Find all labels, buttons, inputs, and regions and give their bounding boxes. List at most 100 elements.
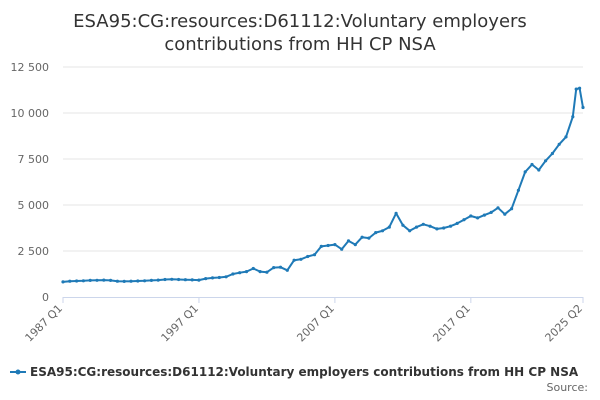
x-axis: 1987 Q1 1997 Q1 2007 Q1 2017 Q1 2025 Q2	[23, 297, 586, 345]
data-point[interactable]	[292, 258, 296, 262]
data-point[interactable]	[516, 188, 521, 192]
data-point[interactable]	[210, 276, 215, 280]
legend-label: ESA95:CG:resources:D61112:Voluntary empl…	[30, 365, 579, 379]
data-point[interactable]	[346, 239, 351, 243]
data-point[interactable]	[340, 247, 344, 251]
data-point[interactable]	[523, 170, 527, 174]
data-point[interactable]	[183, 278, 187, 282]
chart-title: ESA95:CG:resources:D61112:Voluntary empl…	[73, 11, 527, 55]
legend[interactable]: ESA95:CG:resources:D61112:Voluntary empl…	[10, 365, 579, 379]
data-point[interactable]	[510, 207, 514, 211]
data-point[interactable]	[530, 162, 534, 167]
chart-title-line-2: contributions from HH CP NSA	[164, 34, 436, 55]
data-point[interactable]	[489, 210, 493, 214]
data-point[interactable]	[190, 278, 194, 282]
data-point[interactable]	[574, 87, 578, 91]
data-point[interactable]	[537, 168, 541, 172]
data-point[interactable]	[136, 279, 140, 283]
data-point[interactable]	[149, 278, 153, 282]
data-point[interactable]	[319, 244, 323, 248]
data-point[interactable]	[224, 275, 228, 279]
data-point[interactable]	[95, 278, 99, 282]
data-point[interactable]	[469, 214, 473, 218]
data-point[interactable]	[258, 270, 262, 274]
data-point[interactable]	[156, 278, 160, 282]
data-point[interactable]	[387, 225, 391, 229]
data-point[interactable]	[68, 279, 72, 283]
data-point[interactable]	[102, 278, 106, 282]
data-point[interactable]	[557, 142, 561, 146]
data-point[interactable]	[408, 229, 412, 233]
data-point[interactable]	[129, 279, 133, 283]
data-point[interactable]	[578, 86, 582, 90]
data-point[interactable]	[581, 105, 585, 110]
data-point[interactable]	[496, 206, 500, 210]
data-point[interactable]	[170, 277, 174, 281]
data-point[interactable]	[75, 279, 79, 283]
gridlines	[63, 66, 583, 252]
data-point[interactable]	[109, 278, 113, 282]
data-point[interactable]	[299, 257, 303, 261]
y-tick-label: 5 000	[18, 199, 50, 212]
data-point[interactable]	[442, 226, 446, 230]
y-axis: 0 2 500 5 000 7 500 10 000 12 500	[11, 61, 50, 304]
data-point[interactable]	[353, 243, 357, 247]
data-point[interactable]	[272, 266, 276, 270]
data-point[interactable]	[550, 151, 555, 156]
data-point[interactable]	[88, 278, 92, 282]
y-tick-label: 7 500	[18, 153, 50, 166]
source-label: Source:	[547, 381, 589, 394]
data-point[interactable]	[197, 278, 201, 282]
data-point[interactable]	[244, 270, 249, 274]
series-line	[62, 87, 584, 283]
data-point[interactable]	[231, 272, 235, 276]
data-point[interactable]	[115, 279, 119, 283]
data-point[interactable]	[462, 218, 466, 222]
data-point[interactable]	[476, 216, 480, 220]
data-point[interactable]	[312, 253, 317, 257]
data-point[interactable]	[333, 243, 337, 247]
data-point[interactable]	[238, 271, 242, 275]
data-point[interactable]	[401, 223, 405, 227]
series-layer	[61, 86, 585, 284]
data-point[interactable]	[326, 243, 330, 248]
y-tick-label: 12 500	[11, 61, 50, 74]
data-point[interactable]	[380, 229, 385, 233]
data-point[interactable]	[571, 115, 575, 119]
data-point[interactable]	[482, 213, 486, 217]
data-point[interactable]	[251, 266, 255, 271]
data-point[interactable]	[143, 279, 147, 283]
data-point[interactable]	[367, 236, 371, 240]
y-tick-label: 0	[42, 291, 49, 304]
x-tick-label: 1997 Q1	[159, 302, 202, 345]
data-point[interactable]	[306, 254, 310, 259]
data-point[interactable]	[360, 235, 364, 239]
legend-marker-icon	[15, 369, 21, 375]
x-tick-label: 2017 Q1	[430, 302, 473, 345]
data-point[interactable]	[374, 231, 378, 235]
data-point[interactable]	[278, 265, 283, 269]
data-point[interactable]	[414, 225, 419, 229]
data-point[interactable]	[394, 211, 398, 215]
data-point[interactable]	[544, 159, 548, 163]
data-point[interactable]	[217, 275, 221, 280]
data-point[interactable]	[204, 277, 208, 281]
data-point[interactable]	[503, 212, 507, 216]
data-point[interactable]	[421, 222, 425, 226]
data-point[interactable]	[177, 277, 181, 282]
data-point[interactable]	[81, 279, 85, 283]
data-point[interactable]	[122, 279, 126, 283]
data-point[interactable]	[455, 221, 459, 225]
x-tick-label: 2025 Q2	[543, 302, 586, 345]
x-tick-label: 1987 Q1	[23, 302, 66, 345]
data-point[interactable]	[564, 135, 568, 139]
data-point[interactable]	[61, 280, 65, 284]
data-point[interactable]	[428, 224, 432, 228]
x-tick-label: 2007 Q1	[294, 302, 337, 345]
data-point[interactable]	[448, 224, 453, 228]
data-point[interactable]	[435, 227, 439, 231]
data-point[interactable]	[285, 268, 289, 272]
data-point[interactable]	[265, 270, 269, 274]
data-point[interactable]	[163, 277, 167, 282]
